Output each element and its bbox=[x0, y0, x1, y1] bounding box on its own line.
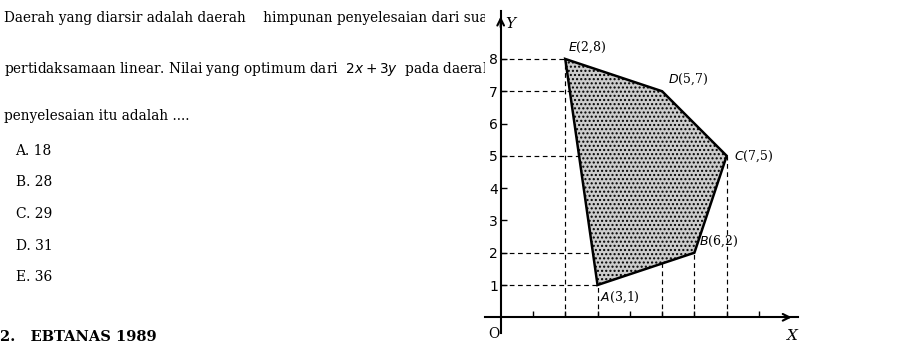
Text: penyelesaian itu adalah ....: penyelesaian itu adalah .... bbox=[4, 109, 189, 123]
Text: $B$(6,2): $B$(6,2) bbox=[698, 233, 737, 249]
Text: $A$(3,1): $A$(3,1) bbox=[600, 289, 640, 305]
Text: B. 28: B. 28 bbox=[15, 176, 51, 190]
Text: O: O bbox=[488, 327, 500, 341]
Text: C. 29: C. 29 bbox=[15, 207, 51, 221]
Text: 2.   EBTANAS 1989: 2. EBTANAS 1989 bbox=[0, 330, 156, 344]
Text: A. 18: A. 18 bbox=[15, 144, 51, 158]
Text: Y: Y bbox=[505, 17, 515, 31]
Text: pertidaksamaan linear. Nilai yang optimum dari  $2x+3y$  pada daerah himpunan: pertidaksamaan linear. Nilai yang optimu… bbox=[4, 60, 566, 78]
Text: $C$(7,5): $C$(7,5) bbox=[732, 148, 772, 164]
Text: $D$(5,7): $D$(5,7) bbox=[667, 72, 707, 87]
Text: $E$(2,8): $E$(2,8) bbox=[567, 39, 606, 55]
Text: Daerah yang diarsir adalah daerah    himpunan penyelesaian dari suatu sistem: Daerah yang diarsir adalah daerah himpun… bbox=[4, 11, 550, 25]
Text: X: X bbox=[787, 329, 797, 343]
Polygon shape bbox=[565, 59, 726, 285]
Text: E. 36: E. 36 bbox=[15, 270, 51, 284]
Text: D. 31: D. 31 bbox=[15, 239, 52, 253]
